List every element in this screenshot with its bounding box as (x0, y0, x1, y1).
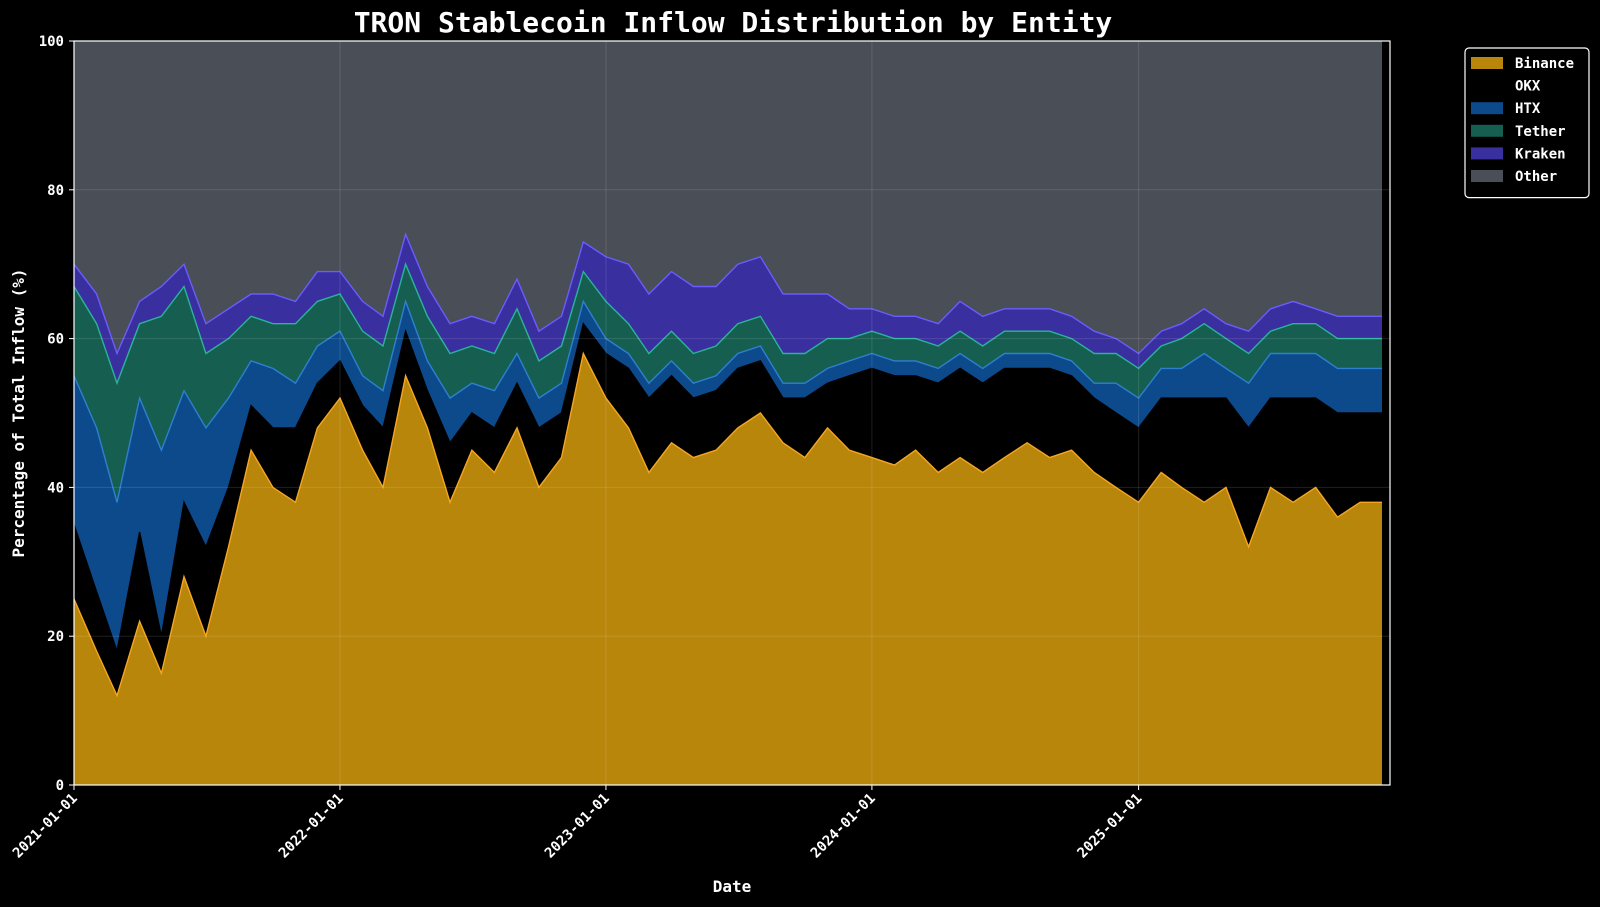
legend-swatch-binance (1471, 57, 1503, 69)
y-tick-label: 100 (39, 34, 64, 50)
legend-label-tether: Tether (1515, 124, 1566, 140)
legend-label-okx: OKX (1515, 79, 1541, 95)
x-tick-label: 2024-01-01 (808, 791, 879, 862)
y-tick-label: 80 (47, 183, 64, 199)
area-kraken (74, 234, 1382, 384)
x-axis-ticks: 2021-01-01 2022-01-01 2023-01-01 2024-01-01… (10, 785, 1146, 862)
line-okx (73, 322, 1382, 654)
legend-swatch-htx (1471, 102, 1503, 115)
series-lines (73, 232, 1382, 698)
legend-label-other: Other (1515, 169, 1557, 185)
x-tick-label: 2021-01-01 (10, 791, 81, 862)
x-tick-label: 2022-01-01 (276, 791, 347, 862)
line-kraken (73, 232, 1382, 356)
legend-swatch-other (1471, 170, 1503, 182)
line-htx (73, 299, 1382, 503)
legend: Binance OKX HTX Tether Kraken Other (1464, 47, 1590, 199)
area-binance (74, 353, 1382, 785)
plot-frame (73, 40, 1391, 786)
y-axis-label: Percentage of Total Inflow (%) (9, 269, 28, 558)
y-tick-label: 0 (56, 778, 64, 794)
x-tick-label: 2025-01-01 (1075, 791, 1146, 862)
legend-label-binance: Binance (1515, 56, 1574, 72)
legend-label-kraken: Kraken (1515, 146, 1566, 162)
y-tick-label: 20 (47, 629, 64, 645)
area-okx (74, 323, 1382, 696)
x-tick-label: 2023-01-01 (542, 791, 613, 862)
chart-title: TRON Stablecoin Inflow Distribution by E… (354, 6, 1113, 39)
series-areas (74, 41, 1382, 785)
line-binance (73, 351, 1382, 698)
y-tick-label: 60 (47, 332, 64, 348)
x-axis-label: Date (713, 877, 752, 896)
legend-swatch-kraken (1471, 147, 1503, 160)
area-other (74, 41, 1382, 354)
y-axis-ticks: 0 20 40 60 80 100 (39, 34, 74, 794)
line-tether (73, 262, 1382, 386)
legend-label-htx: HTX (1515, 101, 1541, 117)
legend-swatch-tether (1471, 124, 1503, 137)
y-tick-label: 40 (47, 480, 64, 496)
area-htx (74, 301, 1382, 652)
legend-swatch-okx (1471, 79, 1503, 92)
area-tether (74, 264, 1382, 503)
